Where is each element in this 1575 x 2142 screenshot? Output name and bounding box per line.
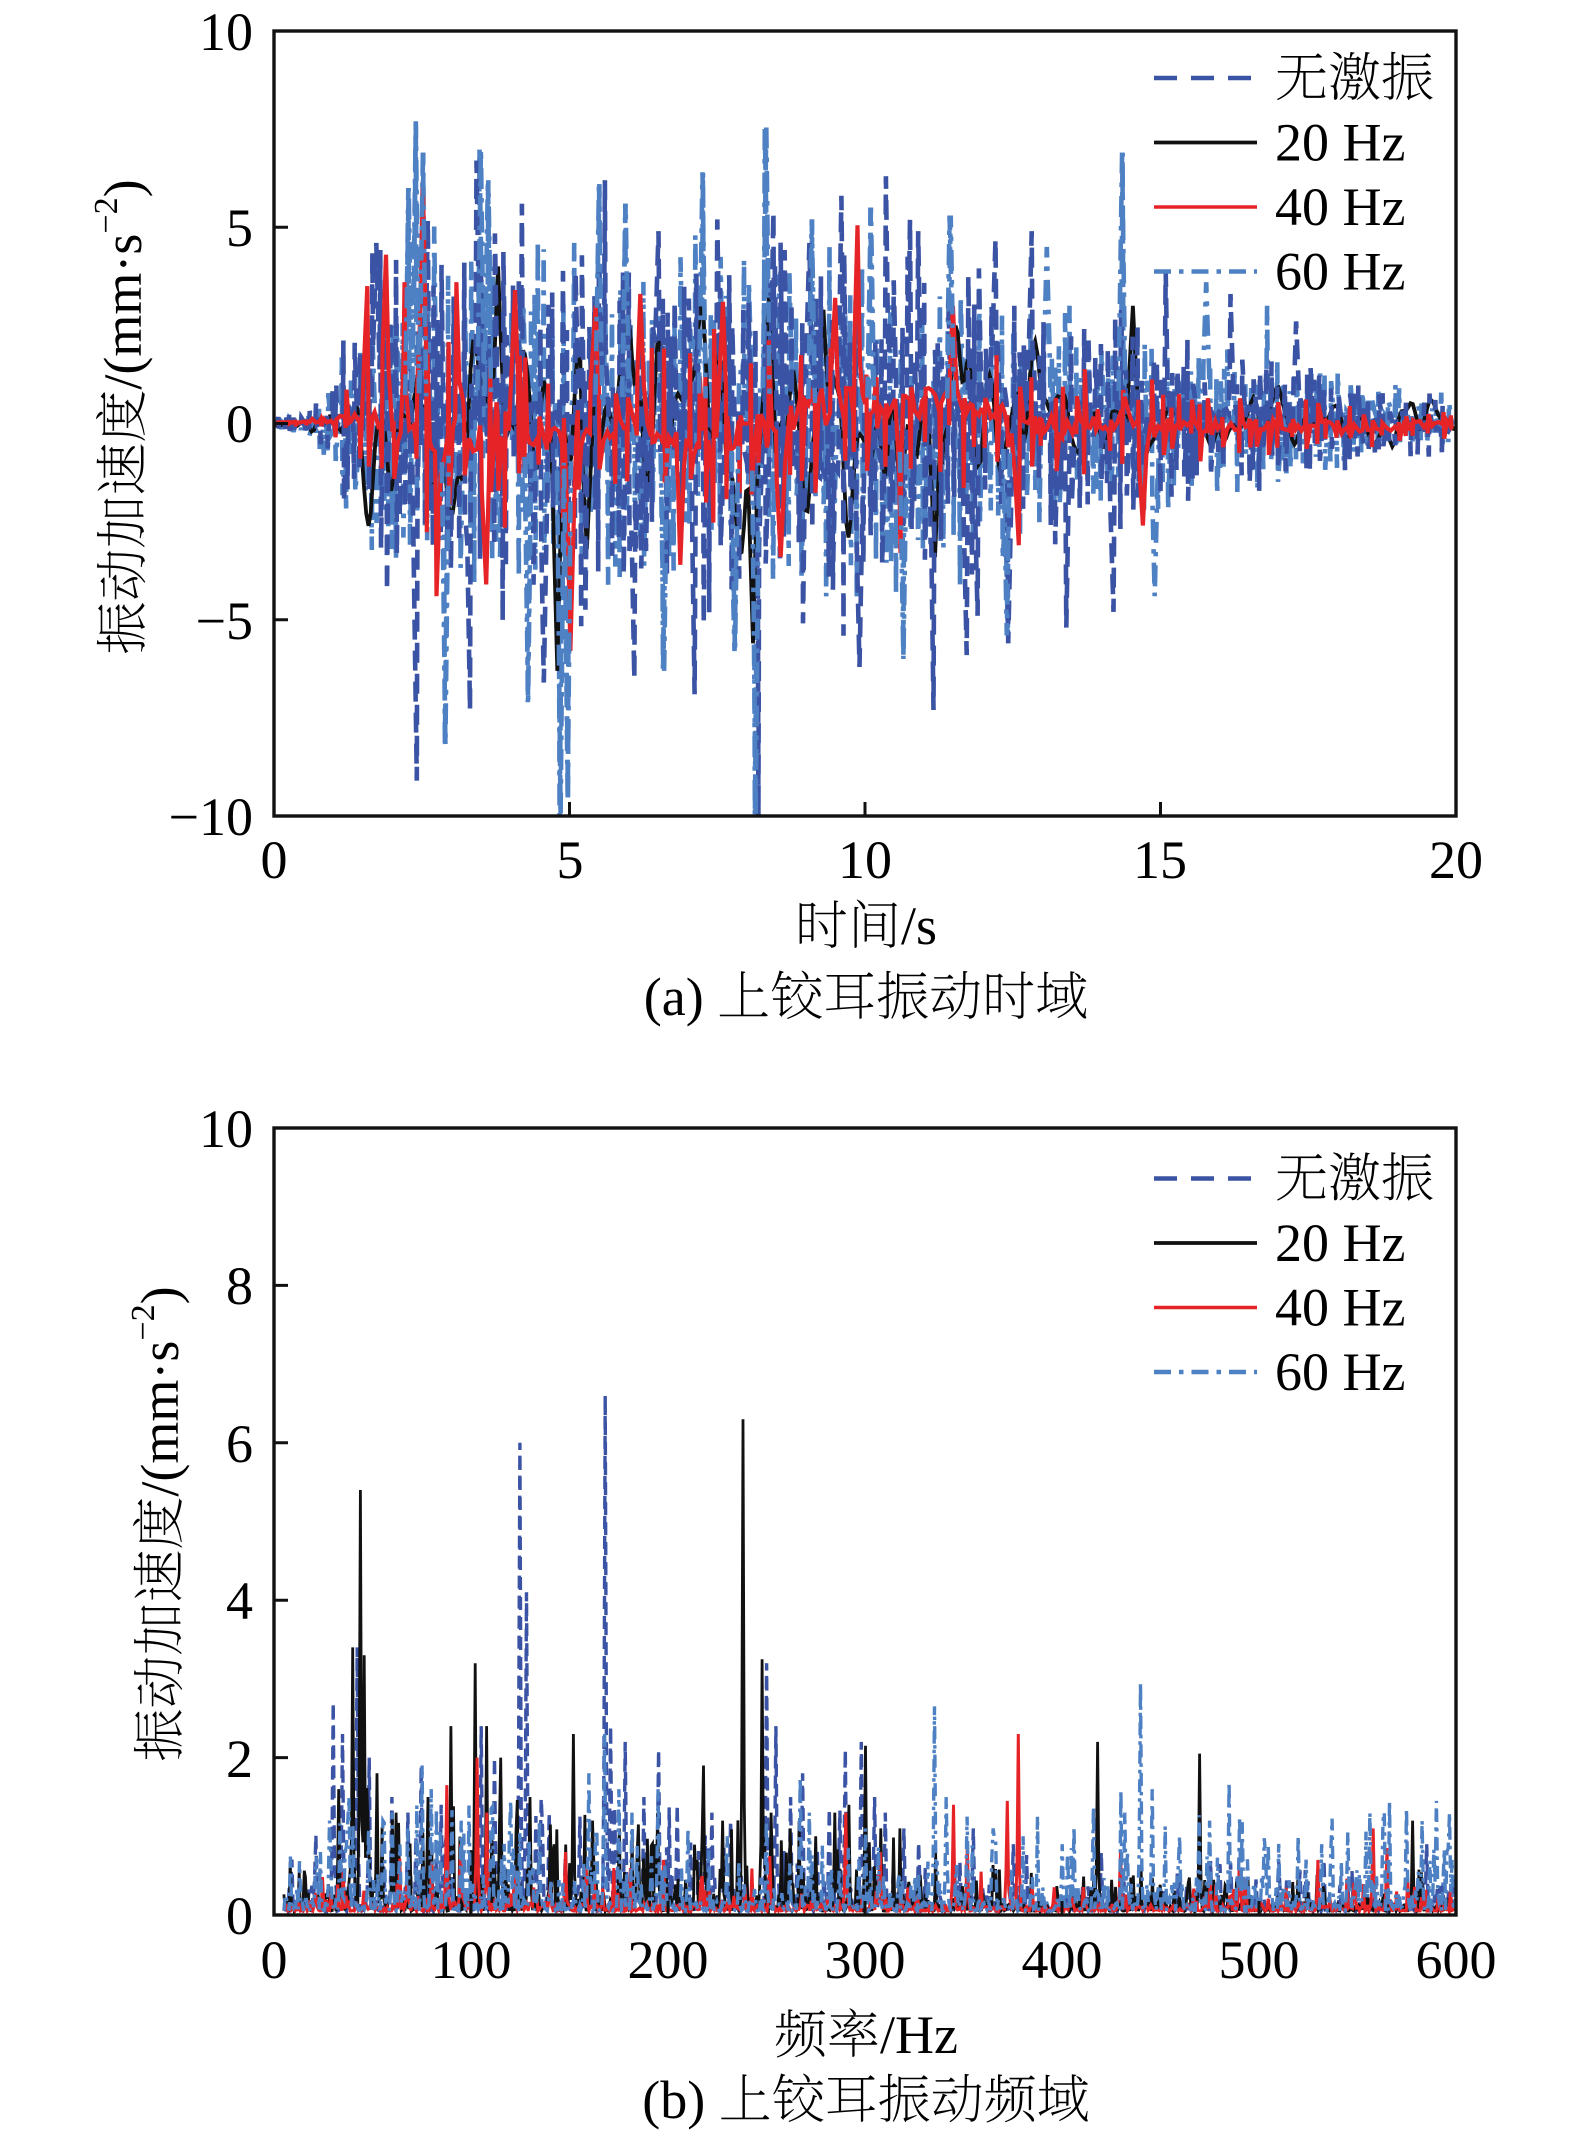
svg-text:500: 500 — [1219, 1930, 1300, 1990]
svg-text:0: 0 — [226, 1886, 253, 1946]
svg-text:): ) — [130, 1286, 190, 1304]
svg-text:10: 10 — [199, 2, 253, 62]
svg-text:40 Hz: 40 Hz — [1275, 177, 1405, 237]
svg-text:): ) — [93, 179, 153, 197]
svg-text:10: 10 — [199, 1099, 253, 1159]
svg-text:(b): (b) — [642, 2070, 705, 2130]
svg-text:20 Hz: 20 Hz — [1275, 113, 1405, 173]
svg-text:60 Hz: 60 Hz — [1275, 1342, 1405, 1402]
svg-text:40 Hz: 40 Hz — [1275, 1278, 1405, 1338]
svg-text:20 Hz: 20 Hz — [1275, 1213, 1405, 1273]
svg-text:0: 0 — [261, 830, 288, 890]
svg-text:/Hz: /Hz — [880, 2005, 958, 2065]
svg-text:/s: /s — [901, 896, 937, 956]
svg-text:8: 8 — [226, 1256, 253, 1316]
svg-text:600: 600 — [1416, 1930, 1497, 1990]
svg-text:5: 5 — [226, 198, 253, 258]
svg-text:−2: −2 — [125, 1304, 162, 1340]
svg-text:(a): (a) — [644, 967, 704, 1027]
svg-text:/(mm·s: /(mm·s — [130, 1341, 190, 1497]
svg-text:−5: −5 — [196, 591, 253, 651]
svg-text:400: 400 — [1022, 1930, 1103, 1990]
svg-text:/(mm·s: /(mm·s — [93, 234, 153, 390]
svg-text:0: 0 — [226, 394, 253, 454]
svg-text:100: 100 — [431, 1930, 512, 1990]
svg-text:2: 2 — [226, 1729, 253, 1789]
svg-text:6: 6 — [226, 1414, 253, 1474]
svg-text:20: 20 — [1429, 830, 1483, 890]
svg-text:5: 5 — [557, 830, 584, 890]
svg-text:0: 0 — [261, 1930, 288, 1990]
svg-text:10: 10 — [838, 830, 892, 890]
svg-text:15: 15 — [1133, 830, 1187, 890]
svg-text:60 Hz: 60 Hz — [1275, 242, 1405, 302]
svg-text:300: 300 — [825, 1930, 906, 1990]
svg-text:−2: −2 — [88, 197, 125, 233]
svg-text:200: 200 — [628, 1930, 709, 1990]
svg-text:−10: −10 — [169, 787, 253, 847]
svg-text:4: 4 — [226, 1571, 253, 1631]
